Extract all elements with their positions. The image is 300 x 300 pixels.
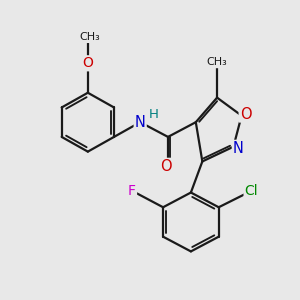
Text: F: F [128, 184, 136, 198]
Text: N: N [135, 115, 146, 130]
Text: O: O [240, 106, 251, 122]
Text: Cl: Cl [244, 184, 258, 198]
Text: N: N [233, 141, 244, 156]
Text: H: H [149, 109, 159, 122]
Text: O: O [82, 56, 93, 70]
Text: CH₃: CH₃ [79, 32, 100, 42]
Text: O: O [160, 159, 172, 174]
Text: CH₃: CH₃ [207, 57, 227, 67]
